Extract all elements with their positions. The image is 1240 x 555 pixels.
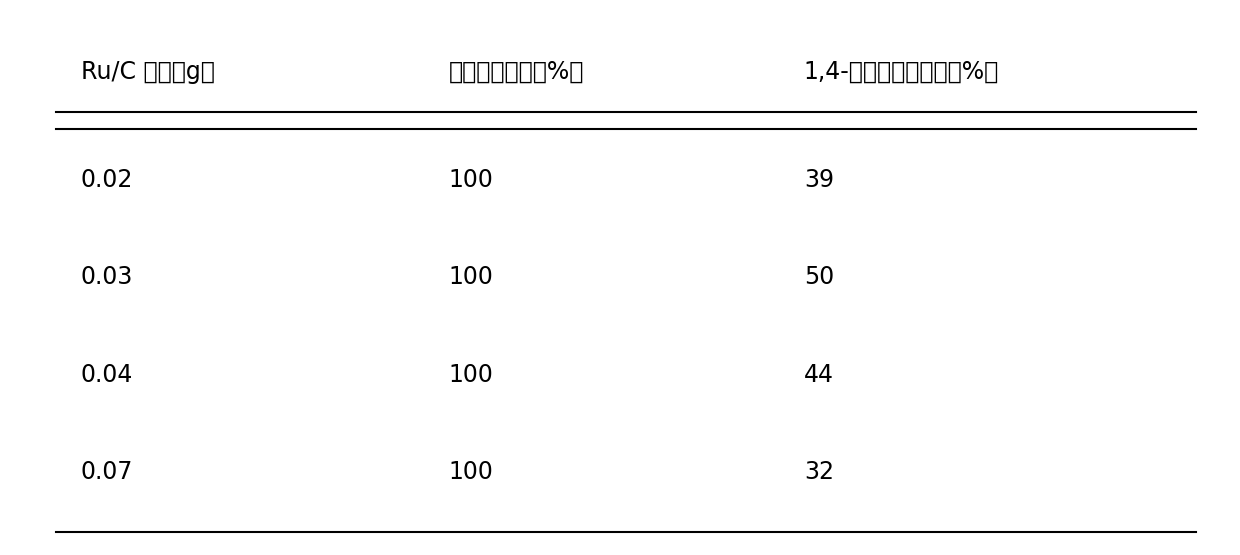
Text: 纤维素转化率（%）: 纤维素转化率（%） — [449, 60, 584, 84]
Text: 0.07: 0.07 — [81, 460, 133, 485]
Text: 50: 50 — [804, 265, 835, 290]
Text: 32: 32 — [804, 460, 835, 485]
Text: 100: 100 — [449, 265, 494, 290]
Text: 100: 100 — [449, 363, 494, 387]
Text: 0.04: 0.04 — [81, 363, 133, 387]
Text: 0.02: 0.02 — [81, 168, 133, 192]
Text: 39: 39 — [804, 168, 835, 192]
Text: 100: 100 — [449, 460, 494, 485]
Text: 100: 100 — [449, 168, 494, 192]
Text: Ru/C 用量（g）: Ru/C 用量（g） — [81, 60, 215, 84]
Text: 0.03: 0.03 — [81, 265, 133, 290]
Text: 1,4-去水山梨醇收率（%）: 1,4-去水山梨醇收率（%） — [804, 60, 999, 84]
Text: 44: 44 — [804, 363, 835, 387]
